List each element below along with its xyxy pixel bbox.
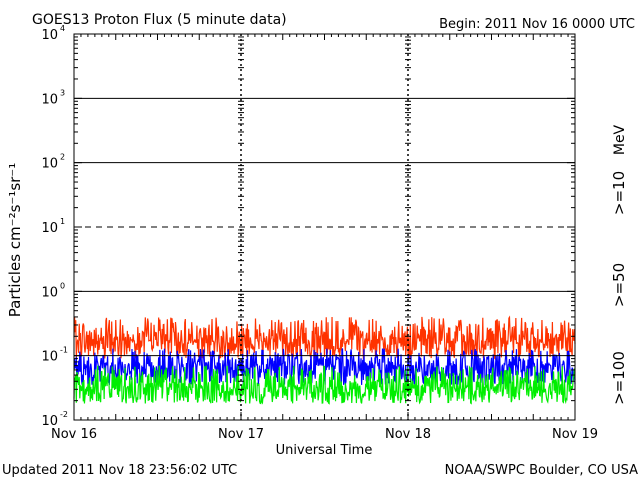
x-tick-label: Nov 19	[552, 427, 598, 442]
x-axis-label: Universal Time	[276, 443, 373, 458]
legend-series-ge100: >=100	[610, 351, 628, 405]
y-tick-label: 10	[41, 350, 58, 365]
series-line-0	[73, 315, 576, 361]
y-tick-exponent: 3	[60, 88, 65, 97]
legend-series-ge50: >=50	[610, 263, 628, 307]
y-tick-exponent: 4	[60, 24, 65, 33]
y-tick-label: 10	[41, 28, 58, 43]
legend-unit: MeV	[612, 124, 628, 155]
grid-layer	[74, 34, 575, 421]
chart-title: GOES13 Proton Flux (5 minute data)	[32, 12, 287, 28]
begin-date: Begin: 2011 Nov 16 0000 UTC	[439, 17, 635, 32]
y-tick-label: 10	[41, 414, 58, 429]
y-tick-exponent: -2	[60, 410, 68, 419]
y-tick-exponent: 1	[60, 217, 65, 226]
series-layer	[73, 315, 576, 405]
x-tick-label: Nov 18	[385, 427, 431, 442]
y-tick-label: 10	[41, 285, 58, 300]
y-tick-exponent: -1	[60, 346, 68, 355]
y-tick-label: 10	[41, 92, 58, 107]
series-line-2	[73, 365, 576, 405]
y-axis-label: Particles cm⁻²s⁻¹sr⁻¹	[6, 163, 24, 317]
y-tick-label: 10	[41, 157, 58, 172]
updated-timestamp: Updated 2011 Nov 18 23:56:02 UTC	[2, 463, 237, 478]
x-tick-label: Nov 17	[218, 427, 264, 442]
credit-label: NOAA/SWPC Boulder, CO USA	[445, 463, 638, 478]
y-tick-exponent: 2	[60, 153, 65, 162]
y-tick-exponent: 0	[60, 281, 65, 290]
legend-series-ge10: >=10	[610, 171, 628, 215]
x-tick-label: Nov 16	[51, 427, 97, 442]
legend: MeV >=10 >=50 >=100	[610, 124, 628, 404]
y-tick-label: 10	[41, 221, 58, 236]
